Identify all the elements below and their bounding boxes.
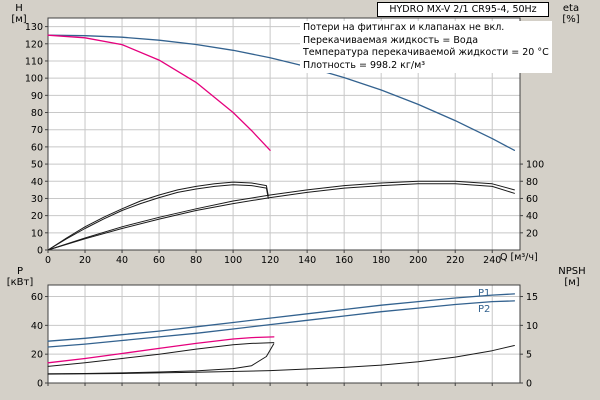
npsh-axis-unit: NPSH [м] <box>548 266 596 288</box>
svg-text:240: 240 <box>483 255 501 266</box>
power-axis-measure: [кВт] <box>6 277 34 288</box>
svg-text:110: 110 <box>25 56 43 67</box>
svg-text:130: 130 <box>25 22 43 33</box>
flow-axis-label: Q [м³/ч] <box>500 252 538 263</box>
svg-text:100: 100 <box>224 255 242 266</box>
svg-text:60: 60 <box>31 292 43 303</box>
eta-axis-symbol: eta <box>562 3 580 14</box>
info-line-liquid: Перекачиваемая жидкость = Вода <box>303 34 479 46</box>
svg-text:80: 80 <box>190 255 202 266</box>
svg-text:80: 80 <box>526 177 538 188</box>
curve-label-p1: P1 <box>478 288 491 299</box>
svg-text:40: 40 <box>116 255 128 266</box>
svg-text:100: 100 <box>25 74 43 85</box>
info-line-temperature: Температура перекачиваемой жидкости = 20… <box>303 47 549 58</box>
curve-label-p2: P2 <box>478 304 491 315</box>
pump-title-box: HYDRO MX-V 2/1 CR95-4, 50Hz <box>377 2 549 17</box>
svg-text:60: 60 <box>526 194 538 205</box>
svg-text:30: 30 <box>31 194 43 205</box>
svg-text:140: 140 <box>298 255 316 266</box>
svg-text:160: 160 <box>335 255 353 266</box>
svg-text:40: 40 <box>526 211 538 222</box>
svg-text:40: 40 <box>31 177 43 188</box>
svg-text:180: 180 <box>372 255 390 266</box>
svg-text:90: 90 <box>31 91 43 102</box>
power-axis-symbol: P <box>16 266 24 277</box>
svg-text:120: 120 <box>25 39 43 50</box>
svg-text:50: 50 <box>31 160 43 171</box>
eta-axis-measure: [%] <box>562 14 580 25</box>
svg-text:0: 0 <box>526 379 532 390</box>
svg-text:5: 5 <box>526 350 532 361</box>
svg-text:60: 60 <box>31 142 43 153</box>
svg-text:0: 0 <box>45 255 51 266</box>
head-axis-symbol: H <box>15 3 23 14</box>
svg-text:100: 100 <box>526 160 544 171</box>
liquid-info-block: Потери на фитингах и клапанах не вкл. Пе… <box>300 21 552 73</box>
svg-text:20: 20 <box>526 228 538 239</box>
svg-text:20: 20 <box>31 350 43 361</box>
head-axis-measure: [м] <box>11 14 27 25</box>
npsh-axis-measure: [м] <box>564 277 580 288</box>
svg-text:40: 40 <box>31 321 43 332</box>
head-axis-unit: H [м] <box>4 3 34 25</box>
npsh-axis-symbol: NPSH <box>558 266 586 277</box>
power-axis-unit: P [кВт] <box>2 266 38 288</box>
svg-text:120: 120 <box>261 255 279 266</box>
svg-text:70: 70 <box>31 125 43 136</box>
svg-text:60: 60 <box>153 255 165 266</box>
svg-text:0: 0 <box>37 379 43 390</box>
svg-text:0: 0 <box>37 246 43 257</box>
svg-text:10: 10 <box>526 321 538 332</box>
svg-text:10: 10 <box>31 228 43 239</box>
svg-text:20: 20 <box>79 255 91 266</box>
svg-text:220: 220 <box>446 255 464 266</box>
svg-text:20: 20 <box>31 211 43 222</box>
svg-text:15: 15 <box>526 292 538 303</box>
info-line-fittings: Потери на фитингах и клапанах не вкл. <box>303 22 505 33</box>
info-line-density: Плотность = 998.2 кг/м³ <box>303 59 426 71</box>
eta-axis-unit: eta [%] <box>554 3 588 25</box>
svg-text:80: 80 <box>31 108 43 119</box>
svg-text:200: 200 <box>409 255 427 266</box>
